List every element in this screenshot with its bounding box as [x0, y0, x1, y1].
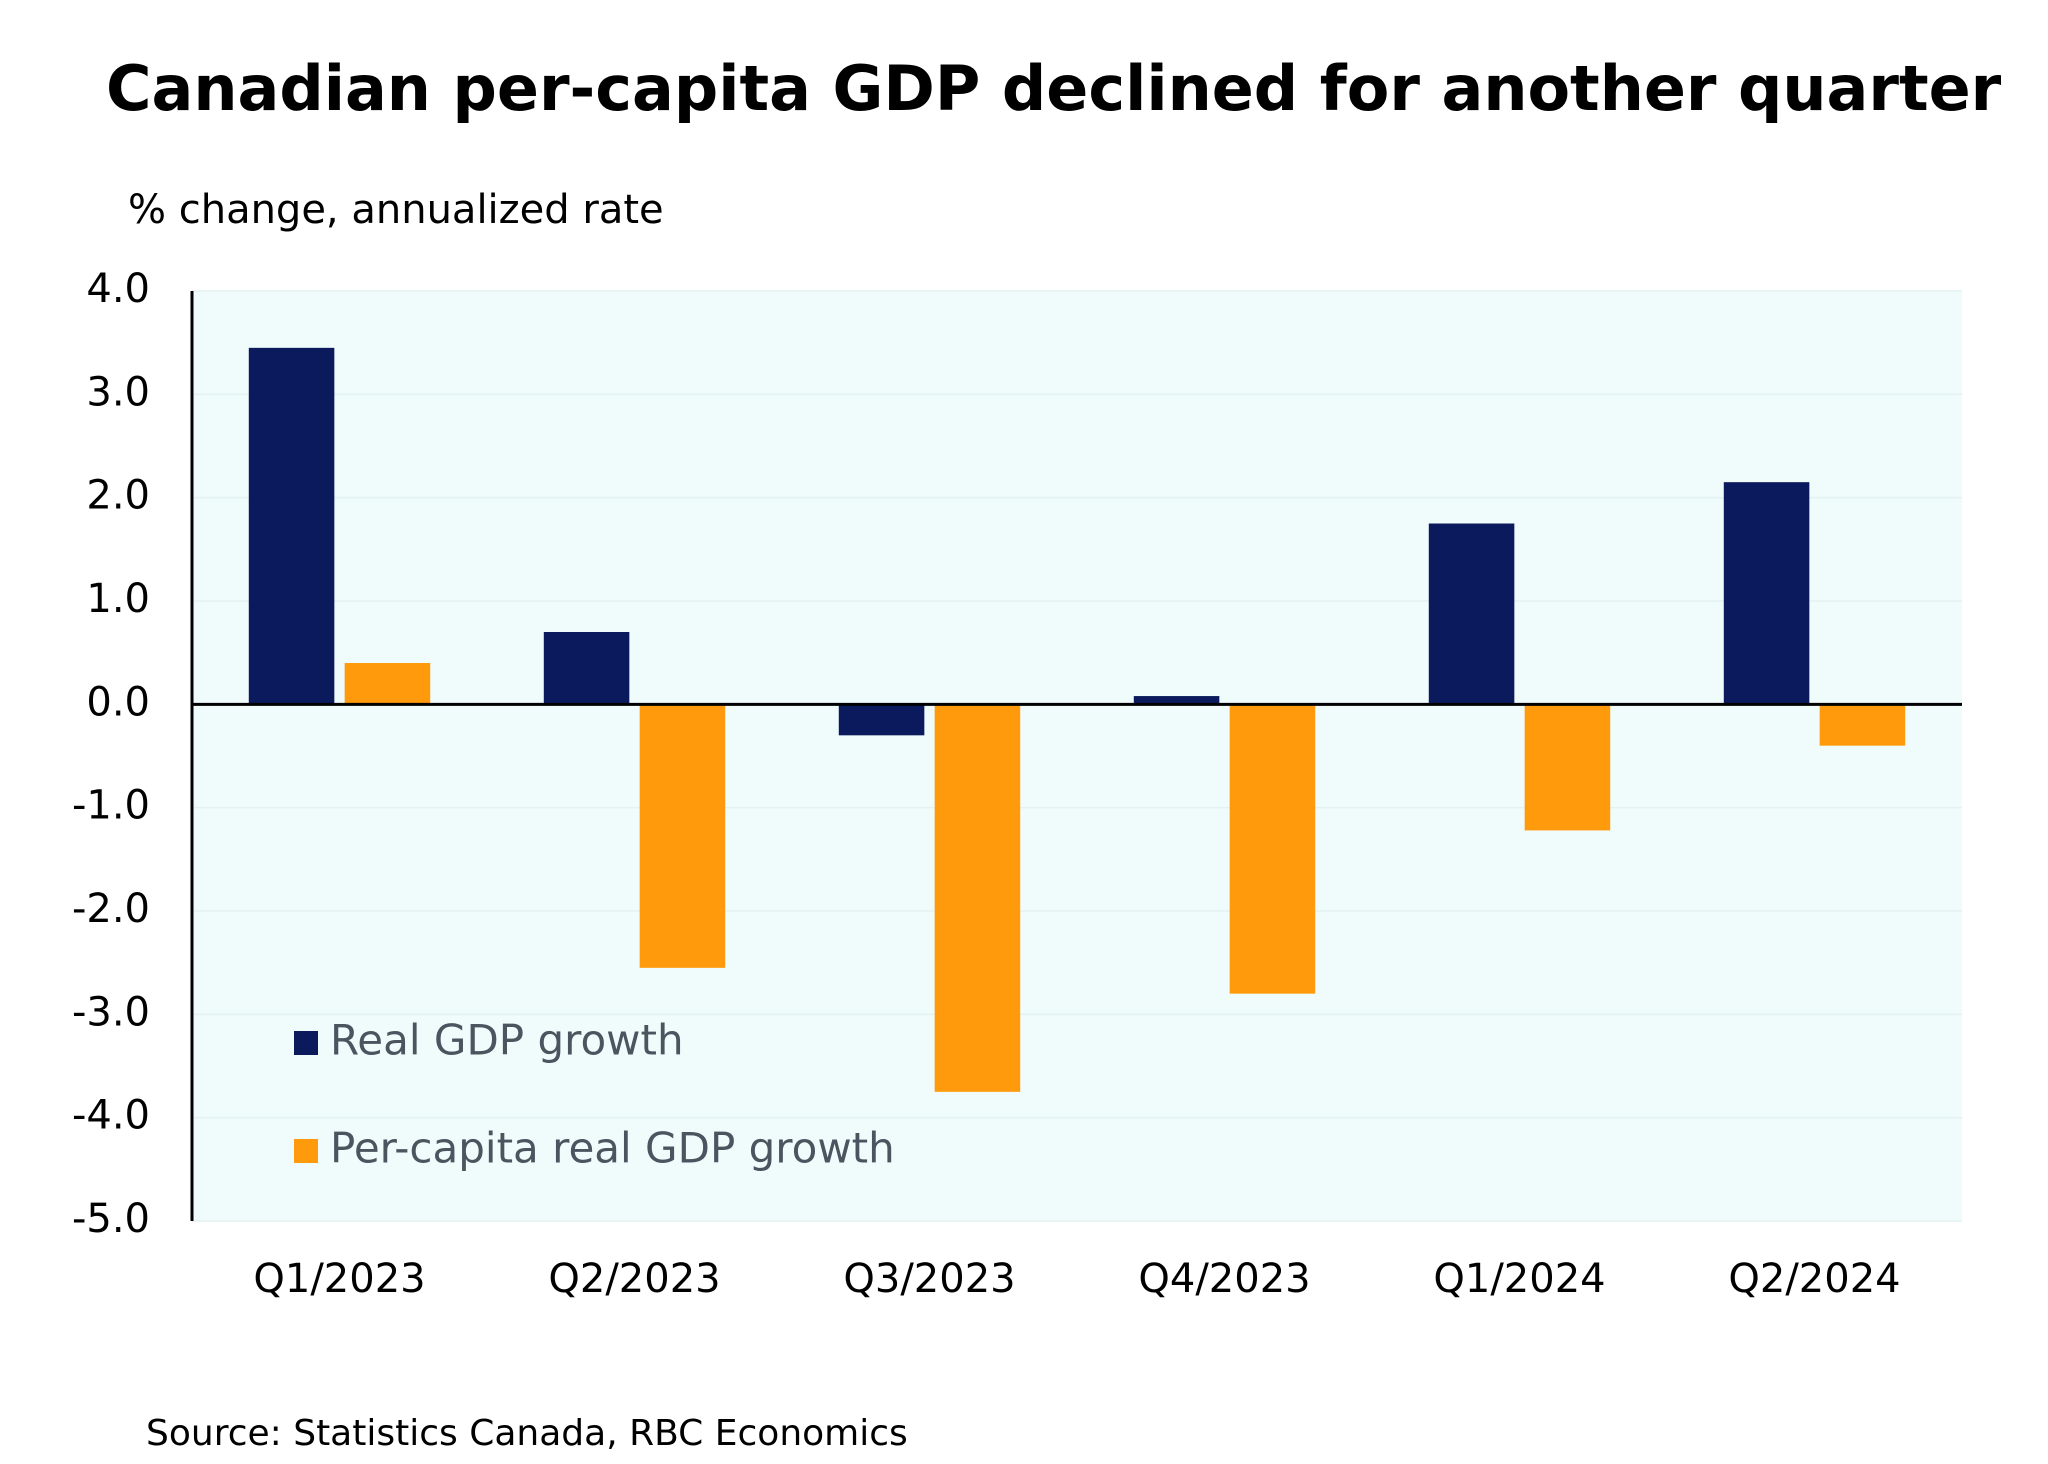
source: Source: Statistics Canada, RBC Economics: [146, 1413, 908, 1454]
x-tick-label: Q1/2024: [1433, 1256, 1605, 1302]
legend-swatch: [294, 1031, 318, 1055]
x-tick-label: Q3/2023: [843, 1256, 1015, 1302]
x-tick-label: Q1/2023: [253, 1256, 425, 1302]
x-tick-label: Q2/2023: [548, 1256, 720, 1302]
bar: [1819, 704, 1906, 746]
plot-background: [192, 291, 1962, 1221]
y-tick-label: 0.0: [86, 679, 150, 725]
legend-label: Per-capita real GDP growth: [330, 1124, 895, 1173]
x-tick-label: Q4/2023: [1138, 1256, 1310, 1302]
legend-label: Real GDP growth: [330, 1016, 684, 1065]
bar: [934, 704, 1021, 1092]
y-tick-label: -4.0: [72, 1093, 150, 1139]
y-tick-label: -5.0: [72, 1196, 150, 1242]
bar: [838, 704, 925, 736]
bar: [639, 704, 726, 968]
subtitle: % change, annualized rate: [128, 187, 664, 233]
y-tick-label: 3.0: [86, 369, 150, 415]
y-tick-label: -1.0: [72, 783, 150, 829]
y-tick-label: 2.0: [86, 473, 150, 519]
legend-swatch: [294, 1139, 318, 1163]
bar: [344, 663, 431, 705]
y-tick-label: 1.0: [86, 576, 150, 622]
bar: [1229, 704, 1316, 994]
bar: [1524, 704, 1611, 831]
bar: [543, 632, 630, 705]
bar: [248, 347, 335, 705]
chart-title: Canadian per-capita GDP declined for ano…: [106, 52, 2002, 125]
y-tick-label: 4.0: [86, 266, 150, 312]
bar: [1428, 523, 1515, 705]
y-tick-label: -2.0: [72, 886, 150, 932]
bar: [1133, 696, 1220, 705]
y-tick-label: -3.0: [72, 989, 150, 1035]
x-tick-label: Q2/2024: [1728, 1256, 1900, 1302]
bar: [1723, 482, 1810, 705]
